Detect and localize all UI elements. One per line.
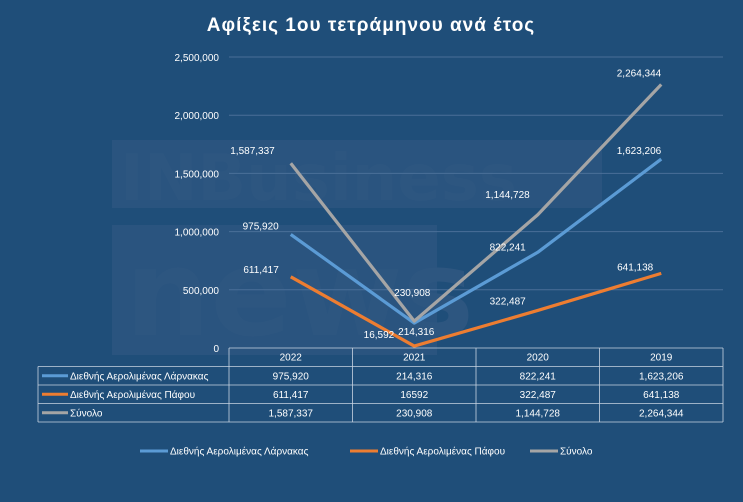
series-line	[289, 157, 663, 325]
x-category-label: 2020	[527, 353, 550, 364]
data-label: 230,908	[394, 288, 431, 299]
table-cell: 1,587,337	[269, 408, 314, 419]
legend-label: Διεθνής Αερολιμένας Πάφου	[380, 446, 505, 458]
data-label: 1,144,728	[485, 190, 530, 201]
series-line	[289, 271, 662, 348]
chart-title: Αφίξεις 1ου τετράμηνου ανά έτος	[207, 15, 535, 36]
table-cell: 230,908	[396, 408, 433, 419]
y-axis: 0 500,000 1,000,000 1,500,000 2,000,000 2,500…	[175, 53, 220, 355]
series-line	[289, 83, 663, 323]
table-cell: 16592	[400, 390, 428, 401]
table-cell: 1,623,206	[639, 371, 684, 382]
table-cell: 611,417	[273, 390, 309, 401]
table-cell: 214,316	[396, 371, 433, 382]
table-series-name: Διεθνής Αερολιμένας Λάρνακας	[70, 370, 209, 382]
watermark-line1: INBusiness	[120, 142, 517, 216]
watermark-band-top	[112, 140, 602, 208]
data-label: 1,623,206	[617, 146, 662, 157]
y-tick-label: 1,000,000	[175, 228, 220, 239]
y-tick-label: 500,000	[183, 286, 220, 297]
table-series-name: Διεθνής Αερολιμένας Πάφου	[70, 389, 195, 401]
data-label: 16,592	[364, 330, 395, 341]
table-cell: 822,241	[520, 371, 557, 382]
y-tick-label: 1,500,000	[175, 169, 220, 180]
x-category-label: 2021	[403, 353, 426, 364]
y-tick-label: 0	[213, 344, 219, 355]
data-label: 2,264,344	[617, 68, 662, 79]
x-category-label: 2022	[280, 353, 303, 364]
data-label: 611,417	[243, 265, 279, 276]
legend-label: Διεθνής Αερολιμένας Λάρνακας	[170, 446, 309, 458]
data-label: 641,138	[617, 262, 654, 273]
table-cell: 975,920	[273, 371, 310, 382]
table-cell: 322,487	[520, 390, 557, 401]
data-labels: 975,920 214,316 822,241 1,623,206 611,417 16,…	[230, 68, 661, 341]
legend: Διεθνής Αερολιμένας Λάρνακας Διεθνής Αερο…	[140, 446, 593, 458]
series-lines	[289, 83, 663, 348]
data-label: 1,587,337	[230, 146, 275, 157]
watermark-line2: news	[125, 225, 474, 364]
table-cell: 2,264,344	[639, 408, 684, 419]
data-label: 975,920	[243, 221, 280, 232]
legend-label: Σύνολο	[560, 446, 593, 458]
table-series-name: Σύνολο	[70, 407, 103, 419]
data-label: 214,316	[398, 327, 435, 338]
table-cell: 1,144,728	[516, 408, 561, 419]
data-label: 822,241	[490, 242, 527, 253]
y-tick-label: 2,000,000	[175, 111, 220, 122]
data-label: 322,487	[490, 296, 527, 307]
table-cell: 641,138	[643, 390, 680, 401]
y-tick-label: 2,500,000	[175, 53, 220, 64]
data-table: 2022 2021 2020 2019 Διεθνής Αερολιμένας Λάρν…	[37, 347, 724, 423]
x-category-label: 2019	[650, 353, 673, 364]
